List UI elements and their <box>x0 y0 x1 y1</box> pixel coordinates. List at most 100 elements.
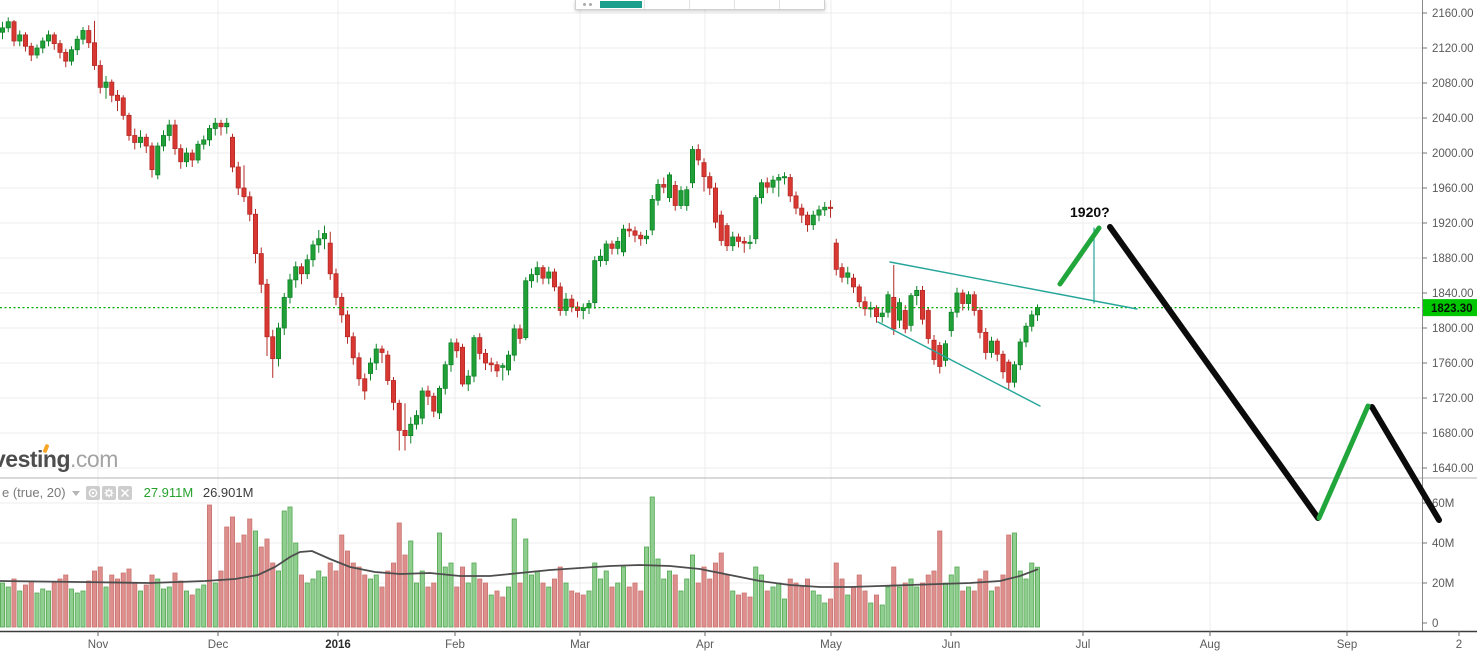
volume-bar <box>753 566 759 628</box>
drawing-toolbar-fragment[interactable] <box>575 0 825 10</box>
toolbar-cell[interactable] <box>734 0 779 9</box>
candle <box>149 142 155 178</box>
toolbar-cell[interactable] <box>779 0 824 9</box>
candle <box>925 307 931 344</box>
candle <box>183 147 189 167</box>
volume-bar <box>948 574 954 628</box>
price-axis[interactable]: 2160.00 2120.00 2080.00 2040.00 2000.00 1960.… <box>1422 8 1474 630</box>
volume-bar <box>304 582 310 628</box>
candle <box>724 223 730 251</box>
candle <box>908 293 914 332</box>
candle <box>137 130 143 148</box>
candle <box>759 179 765 204</box>
volume-bar <box>724 574 730 628</box>
candle <box>132 128 138 150</box>
time-axis-label: Feb <box>445 639 465 651</box>
volume-bar <box>885 586 891 628</box>
volume-bar <box>494 590 500 628</box>
candle <box>540 265 546 285</box>
candle <box>948 308 954 337</box>
volume-bar <box>615 582 621 628</box>
volume-bar <box>920 582 926 628</box>
toolbar-drag-handle-icon[interactable] <box>576 0 598 9</box>
candle <box>701 158 707 192</box>
volume-bar <box>914 586 920 628</box>
volume-bar <box>425 586 431 628</box>
candle <box>0 21 5 40</box>
candle <box>552 268 558 292</box>
target-icon[interactable] <box>85 485 100 500</box>
volume-bar <box>57 578 63 628</box>
candle <box>28 42 34 62</box>
candle <box>471 335 477 383</box>
candle <box>425 385 431 405</box>
time-axis[interactable]: Nov Dec 2016 Feb Mar Apr May Jun Jul Aug Sep 2 <box>88 631 1462 651</box>
volume-axis-label: 0 <box>1432 618 1438 630</box>
candle <box>339 293 345 323</box>
candle <box>816 205 822 222</box>
volume-bar <box>638 590 644 628</box>
green-projection-line[interactable] <box>1316 403 1371 521</box>
candle <box>626 223 632 237</box>
black-projection-line[interactable] <box>1107 224 1321 521</box>
candle <box>580 303 586 320</box>
volume-bar <box>1012 532 1018 628</box>
toolbar-cell[interactable] <box>689 0 734 9</box>
toolbar-color-swatch[interactable] <box>598 0 644 9</box>
volume-bar <box>316 570 322 628</box>
black-projection-line[interactable] <box>1369 404 1442 523</box>
candle <box>563 293 569 316</box>
drawings-layer[interactable] <box>877 224 1442 523</box>
candle <box>241 165 247 202</box>
candle <box>776 174 782 197</box>
close-icon[interactable] <box>117 485 132 500</box>
trendline-upper[interactable] <box>889 261 1138 310</box>
trendline-lower[interactable] <box>877 321 1041 407</box>
time-axis-label: Apr <box>696 639 714 651</box>
volume-bar <box>258 546 264 628</box>
time-axis-label: 2 <box>1456 639 1462 651</box>
toolbar-cell[interactable] <box>644 0 689 9</box>
volume-bar <box>874 594 880 628</box>
candle <box>304 254 310 279</box>
volume-bar <box>11 578 17 628</box>
candle <box>477 333 483 360</box>
volume-bar <box>115 578 121 628</box>
candle <box>534 261 540 283</box>
candle <box>413 410 419 430</box>
volume-bar <box>937 530 943 628</box>
chevron-down-icon[interactable] <box>71 491 80 496</box>
volume-bar <box>799 586 805 628</box>
candle <box>994 338 1000 362</box>
volume-bar <box>655 558 661 628</box>
volume-bar <box>897 586 903 628</box>
volume-bar <box>390 562 396 628</box>
candle <box>57 40 63 59</box>
candle <box>172 119 178 155</box>
volume-bar <box>206 504 212 628</box>
logo-text: vesting <box>0 443 71 472</box>
volume-bar <box>356 566 362 628</box>
volume-bar <box>0 582 5 628</box>
volume-bar <box>770 586 776 628</box>
time-axis-label: Jun <box>942 639 961 651</box>
candle <box>436 385 442 419</box>
green-projection-line[interactable] <box>1057 225 1102 287</box>
volume-bar <box>626 586 632 628</box>
price-axis-label: 2080.00 <box>1432 78 1474 90</box>
indicator-label[interactable]: e (true, 20) <box>2 485 66 500</box>
candle <box>103 76 109 99</box>
volume-bar <box>759 574 765 628</box>
candle <box>569 294 575 313</box>
price-target-annotation[interactable]: 1920? <box>1070 204 1110 220</box>
volume-bar <box>505 586 511 628</box>
time-axis-label: May <box>820 639 842 651</box>
volume-ma-line <box>0 550 1039 588</box>
volume-bar <box>701 566 707 628</box>
candle <box>310 240 316 267</box>
volume-bar <box>989 590 995 628</box>
gear-icon[interactable] <box>101 485 116 500</box>
candle <box>770 175 776 194</box>
candle <box>350 332 356 365</box>
